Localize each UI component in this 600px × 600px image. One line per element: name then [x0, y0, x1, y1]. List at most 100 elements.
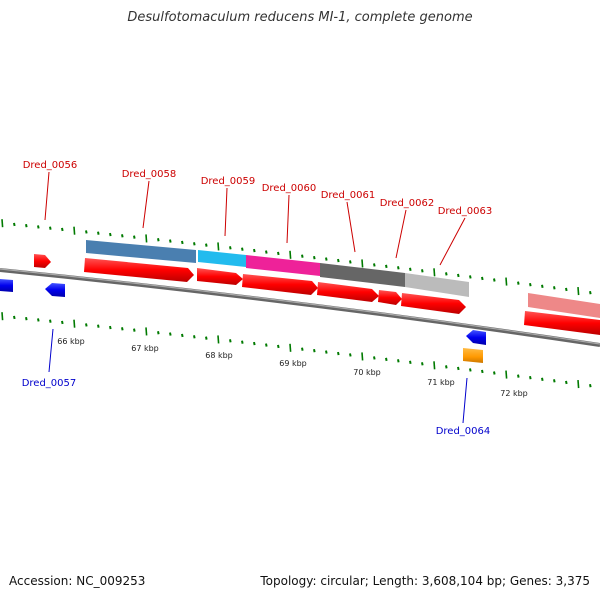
- inner-tick: [73, 319, 76, 328]
- inner-tick: [529, 375, 532, 380]
- outer-tick: [445, 272, 448, 276]
- inner-tick: [49, 319, 52, 323]
- outer-tick: [25, 223, 28, 228]
- cog-bar-dred-0063[interactable]: [405, 273, 469, 297]
- gene-arrow-right[interactable]: [524, 311, 600, 335]
- outer-tick: [181, 240, 184, 245]
- label-dred-0063: Dred_0063: [438, 206, 493, 217]
- inner-tick-ring: [1, 312, 592, 389]
- inner-tick: [301, 347, 304, 351]
- label-dred-0058: Dred_0058: [122, 169, 177, 180]
- outer-tick: [13, 222, 16, 227]
- gene-arrow-dred-0063[interactable]: [401, 293, 466, 314]
- inner-tick: [1, 312, 4, 321]
- gene-box-orange[interactable]: [463, 348, 483, 363]
- outer-tick: [289, 250, 292, 259]
- inner-tick: [397, 359, 400, 363]
- outer-tick: [385, 264, 388, 269]
- inner-tick: [193, 335, 196, 339]
- gene-arrow-dred-0061[interactable]: [317, 282, 379, 302]
- outer-tick: [529, 282, 532, 287]
- tick-label-71: 71 kbp: [427, 378, 455, 387]
- outer-tick: [265, 250, 268, 254]
- inner-tick: [25, 316, 28, 321]
- inner-tick: [97, 324, 100, 328]
- inner-tick: [505, 370, 508, 379]
- outer-tick: [553, 286, 556, 290]
- gene-arrow-left-edge[interactable]: [0, 279, 13, 292]
- outer-tick: [361, 259, 364, 268]
- gene-arrow-dred-0057[interactable]: [45, 283, 65, 297]
- gene-arrow-dred-0058[interactable]: [84, 258, 194, 282]
- inner-tick: [589, 383, 592, 388]
- outer-tick: [241, 247, 244, 251]
- outer-tick: [49, 226, 52, 230]
- outer-tick: [517, 281, 520, 285]
- inner-tick: [133, 328, 136, 332]
- gene-arrow-dred-0059[interactable]: [197, 268, 243, 285]
- inner-tick: [157, 331, 160, 335]
- inner-tick: [181, 333, 184, 338]
- tick-label-68: 68 kbp: [205, 351, 233, 360]
- outer-tick: [313, 255, 316, 260]
- cog-bar-dred-0058[interactable]: [86, 240, 196, 263]
- tick-label-69: 69 kbp: [279, 359, 307, 368]
- outer-tick: [577, 286, 580, 296]
- outer-tick: [301, 254, 304, 258]
- inner-tick: [469, 368, 472, 372]
- outer-tick: [205, 243, 208, 247]
- inner-tick: [337, 351, 340, 356]
- outer-tick: [97, 231, 100, 235]
- outer-tick: [325, 257, 328, 261]
- outer-tick: [337, 258, 340, 263]
- cog-bar-dred-0061[interactable]: [320, 263, 405, 287]
- cog-bar-dred-0060[interactable]: [246, 255, 320, 276]
- inner-tick: [373, 356, 376, 360]
- outer-tick: [277, 251, 280, 256]
- outer-tick: [73, 226, 76, 235]
- inner-tick: [253, 341, 256, 346]
- inner-tick: [325, 350, 328, 354]
- inner-tick: [577, 379, 580, 389]
- genome-backbone-highlight: [0, 268, 600, 345]
- inner-tick: [433, 361, 436, 370]
- cog-bar-right[interactable]: [528, 293, 600, 318]
- tick-label-72: 72 kbp: [500, 389, 528, 398]
- tick-label-67: 67 kbp: [131, 344, 159, 353]
- outer-tick: [373, 263, 376, 267]
- inner-tick: [265, 343, 268, 347]
- cog-ring: [86, 240, 600, 318]
- inner-tick: [361, 352, 364, 361]
- label-dred-0056: Dred_0056: [23, 160, 78, 171]
- outer-tick-ring: [1, 219, 592, 296]
- outer-tick: [481, 276, 484, 281]
- inner-tick: [385, 357, 388, 362]
- tick-label-70: 70 kbp: [353, 368, 381, 377]
- inner-tick: [349, 353, 352, 357]
- label-dred-0057: Dred_0057: [22, 378, 77, 389]
- outer-tick: [133, 235, 136, 239]
- label-dred-0060: Dred_0060: [262, 183, 317, 194]
- inner-tick: [37, 318, 40, 322]
- inner-tick: [241, 340, 244, 344]
- cog-bar-dred-0059[interactable]: [198, 250, 246, 267]
- outer-tick: [541, 284, 544, 288]
- inner-tick: [61, 320, 64, 325]
- outer-tick: [109, 232, 112, 237]
- outer-tick: [85, 230, 88, 234]
- gene-arrow-dred-0060[interactable]: [242, 274, 318, 295]
- outer-tick: [565, 287, 568, 292]
- gene-arrow-dred-0062[interactable]: [378, 290, 402, 305]
- outer-tick: [37, 225, 40, 229]
- inner-tick: [481, 369, 484, 374]
- reverse-strand-genes: [0, 279, 486, 363]
- inner-tick: [13, 315, 16, 320]
- outer-tick: [217, 242, 220, 251]
- outer-tick: [589, 290, 592, 295]
- inner-tick: [565, 380, 568, 385]
- outer-tick: [505, 277, 508, 286]
- gene-arrow-dred-0056[interactable]: [34, 254, 51, 268]
- gene-arrow-dred-0064[interactable]: [466, 330, 486, 345]
- inner-tick: [445, 365, 448, 369]
